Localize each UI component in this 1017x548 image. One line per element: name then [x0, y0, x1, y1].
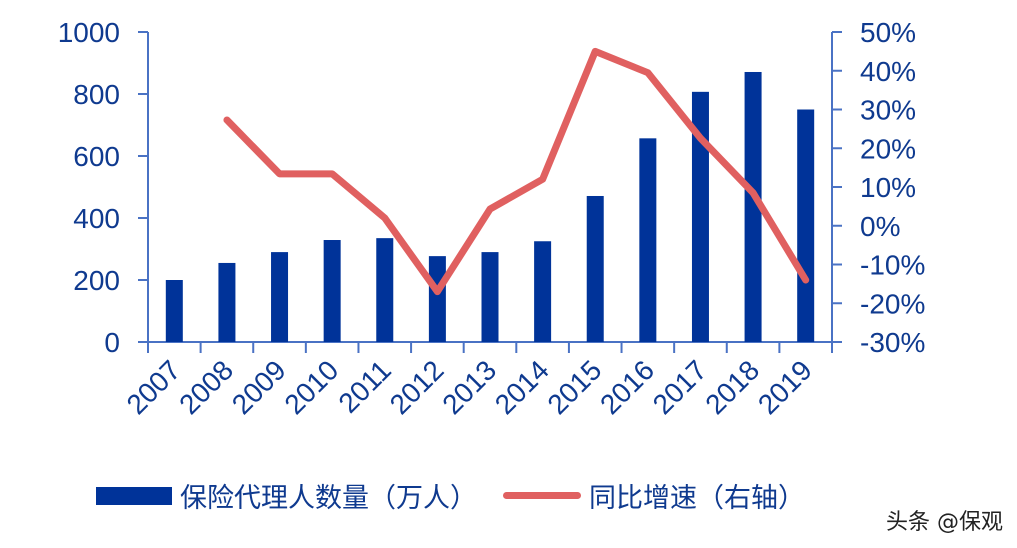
bar: [797, 109, 815, 342]
right-axis-tick-label: 10%: [860, 172, 916, 203]
legend-item-agents: 保险代理人数量（万人）: [96, 476, 477, 515]
watermark: 头条 @保观: [886, 510, 1003, 535]
left-axis-tick-label: 400: [73, 203, 120, 234]
left-axis-tick-label: 600: [73, 141, 120, 172]
x-axis-tick-label: 2010: [278, 354, 344, 420]
legend-label-growth: 同比增速（右轴）: [589, 483, 805, 514]
left-axis-tick-label: 0: [104, 327, 120, 358]
legend-item-growth: 同比增速（右轴）: [503, 476, 805, 515]
right-axis-tick-label: 40%: [860, 56, 916, 87]
bar: [271, 252, 289, 342]
x-axis-tick-label: 2013: [436, 354, 502, 420]
x-axis-tick-label: 2017: [647, 354, 713, 420]
x-axis-tick-label: 2016: [594, 354, 660, 420]
bar: [639, 138, 657, 342]
right-axis-tick-label: 30%: [860, 95, 916, 126]
right-axis-tick-label: -20%: [860, 288, 925, 319]
bar: [744, 71, 762, 343]
right-axis-tick-label: -10%: [860, 250, 925, 281]
left-axis-tick-label: 800: [73, 79, 120, 110]
x-axis-tick-label: 2008: [173, 354, 239, 420]
bar-swatch-icon: [96, 486, 172, 505]
bar: [534, 241, 552, 342]
right-y-axis: -30% -20% -10% 0% 10% 20% 30% 40% 50%: [831, 17, 925, 358]
bar: [323, 240, 341, 342]
bar-series: [165, 71, 815, 343]
line-series: [223, 47, 810, 296]
right-axis-tick-label: 20%: [860, 133, 916, 164]
bar: [218, 262, 236, 342]
x-axis-tick-label: 2018: [699, 354, 765, 420]
legend: 保险代理人数量（万人） 同比增速（右轴）: [96, 476, 831, 515]
bar: [691, 91, 709, 342]
x-axis-tick-label: 2011: [333, 354, 398, 419]
x-axis: 2007200820092010201120122013201420152016…: [121, 341, 842, 420]
x-axis-tick-label: 2014: [489, 354, 555, 420]
right-axis-tick-label: -30%: [860, 327, 925, 358]
bar: [481, 252, 499, 342]
left-y-axis: 0 200 400 600 800 1000: [58, 17, 149, 358]
x-axis-tick-label: 2012: [384, 354, 450, 420]
growth-line: [223, 47, 810, 296]
x-axis-tick-label: 2015: [542, 354, 608, 420]
x-axis-tick-label: 2007: [121, 354, 187, 420]
left-axis-tick-label: 200: [73, 265, 120, 296]
bar: [586, 195, 604, 342]
left-axis-tick-label: 1000: [58, 17, 120, 48]
right-axis-tick-label: 0%: [860, 211, 900, 242]
bar: [428, 256, 446, 342]
x-axis-tick-label: 2009: [226, 354, 292, 420]
line-swatch-icon: [503, 492, 581, 499]
x-axis-tick-label: 2019: [752, 354, 818, 420]
bar: [376, 238, 394, 342]
legend-label-agents: 保险代理人数量（万人）: [180, 483, 477, 514]
bar: [165, 280, 183, 342]
right-axis-tick-label: 50%: [860, 17, 916, 48]
